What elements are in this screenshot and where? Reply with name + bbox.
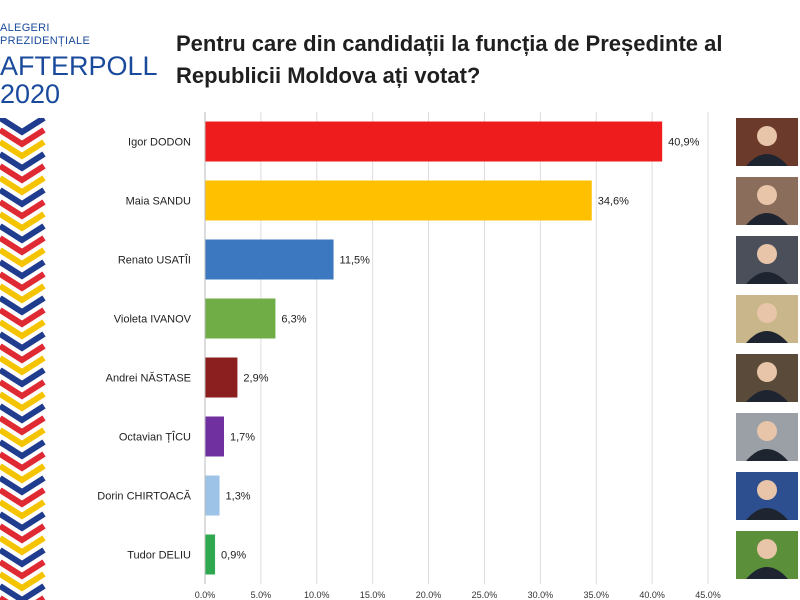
- value-label: 11,5%: [340, 255, 371, 267]
- value-label: 1,3%: [226, 491, 251, 503]
- category-label: Maia SANDU: [126, 196, 191, 208]
- chevron-stripe-icon: [0, 523, 46, 544]
- category-label: Renato USATÎI: [118, 254, 191, 267]
- logo-line-1: ALEGERI: [0, 22, 50, 34]
- chevron-stripe-icon: [0, 247, 46, 268]
- x-tick-label: 10.0%: [304, 590, 330, 600]
- category-label: Andrei NĂSTASE: [106, 372, 191, 385]
- chevron-stripe-icon: [0, 475, 46, 496]
- chevron-stripe-icon: [0, 403, 46, 424]
- value-label: 6,3%: [281, 314, 306, 326]
- logo-line-3: AFTERPOLL: [0, 51, 158, 81]
- candidate-portrait-icon: [736, 531, 798, 579]
- bar: [205, 534, 216, 575]
- value-label: 40,9%: [668, 137, 699, 149]
- chevron-stripe-icon: [0, 583, 46, 600]
- chevron-stripe-icon: [0, 391, 46, 412]
- candidate-portrait-icon: [736, 177, 798, 225]
- chevron-stripe-icon: [0, 283, 46, 304]
- candidate-portrait-icon: [736, 472, 798, 520]
- x-tick-label: 35.0%: [583, 590, 609, 600]
- chevron-stripe-icon: [0, 175, 46, 196]
- chevron-stripe-icon: [0, 235, 46, 256]
- chevron-stripe-icon: [0, 511, 46, 532]
- chevron-stripe-icon: [0, 355, 46, 376]
- x-tick-label: 40.0%: [639, 590, 665, 600]
- category-label: Igor DODON: [128, 137, 191, 149]
- chevron-stripe-icon: [0, 295, 46, 316]
- bar: [205, 180, 592, 221]
- value-label: 34,6%: [598, 196, 629, 208]
- chevron-stripe-icon: [0, 463, 46, 484]
- value-label: 1,7%: [230, 432, 255, 444]
- bar: [205, 357, 238, 398]
- chevron-stripe-icon: [0, 379, 46, 400]
- candidate-portrait-icon: [736, 295, 798, 343]
- bar: [205, 121, 663, 162]
- chevron-stripe-icon: [0, 319, 46, 340]
- bar: [205, 298, 276, 339]
- chevron-stripe-icon: [0, 118, 46, 136]
- x-tick-label: 20.0%: [416, 590, 442, 600]
- candidate-portrait-icon: [736, 354, 798, 402]
- value-label: 2,9%: [243, 373, 268, 385]
- chevron-stripe-icon: [0, 367, 46, 388]
- chart-title-line-1: Pentru care din candidații la funcția de…: [176, 31, 723, 56]
- candidate-portrait-icon: [736, 413, 798, 461]
- chevron-stripe-icon: [0, 415, 46, 436]
- chevron-stripe-icon: [0, 487, 46, 508]
- logo-line-4: 2020: [0, 79, 61, 109]
- x-tick-label: 30.0%: [528, 590, 554, 600]
- x-tick-label: 5.0%: [251, 590, 272, 600]
- chevron-stripe-icon: [0, 547, 46, 568]
- x-tick-label: 45.0%: [695, 590, 721, 600]
- chart-title-line-2: Republicii Moldova ați votat?: [176, 63, 481, 88]
- chevron-stripe-icon: [0, 307, 46, 328]
- chevron-stripe-icon: [0, 163, 46, 184]
- bar: [205, 475, 220, 516]
- chevron-stripe-icon: [0, 211, 46, 232]
- chevron-stripe-icon: [0, 427, 46, 448]
- chevron-stripe-icon: [0, 199, 46, 220]
- x-tick-label: 25.0%: [472, 590, 498, 600]
- chevron-stripe-icon: [0, 559, 46, 580]
- chart-title: Pentru care din candidații la funcția de…: [176, 28, 723, 92]
- chevron-stripe-icon: [0, 259, 46, 280]
- decorative-chevron-pattern: [0, 118, 46, 600]
- chevron-stripe-icon: [0, 343, 46, 364]
- x-tick-label: 15.0%: [360, 590, 386, 600]
- chevron-stripe-icon: [0, 151, 46, 172]
- chevron-stripe-icon: [0, 127, 46, 148]
- category-label: Tudor DELIU: [127, 550, 191, 562]
- chevron-stripe-icon: [0, 139, 46, 160]
- x-tick-label: 0.0%: [195, 590, 216, 600]
- chevron-stripe-icon: [0, 223, 46, 244]
- bar: [205, 416, 225, 457]
- afterpoll-logo: ALEGERI PREZIDENȚIALE AFTERPOLL 2020: [0, 22, 170, 112]
- chevron-stripe-icon: [0, 571, 46, 592]
- chevron-stripe-icon: [0, 499, 46, 520]
- chevron-stripe-icon: [0, 187, 46, 208]
- category-label: Violeta IVANOV: [114, 314, 192, 326]
- chevron-stripe-icon: [0, 535, 46, 556]
- chevron-stripe-icon: [0, 439, 46, 460]
- chevron-stripe-icon: [0, 451, 46, 472]
- bar: [205, 239, 334, 280]
- candidate-portrait-icon: [736, 118, 798, 166]
- candidate-portrait-icon: [736, 236, 798, 284]
- category-label: Octavian ȚÎCU: [119, 431, 191, 444]
- chevron-stripe-icon: [0, 331, 46, 352]
- logo-line-2: PREZIDENȚIALE: [0, 35, 91, 47]
- chevron-stripe-icon: [0, 271, 46, 292]
- category-label: Dorin CHIRTOACĂ: [97, 490, 191, 503]
- value-label: 0,9%: [221, 550, 246, 562]
